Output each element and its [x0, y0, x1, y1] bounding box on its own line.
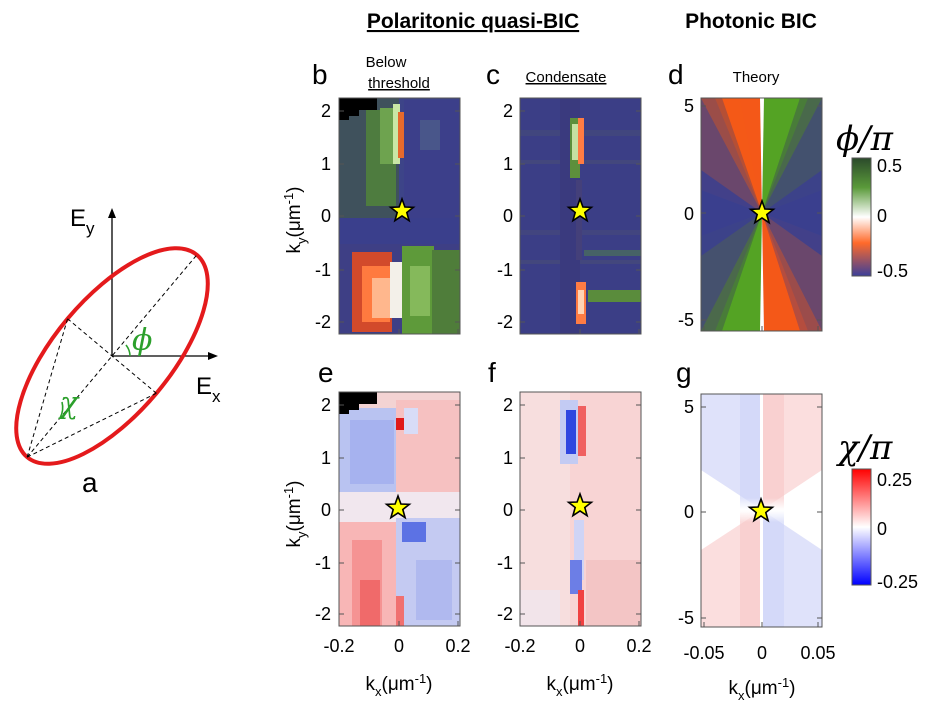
chi-line-2 — [26, 318, 69, 458]
x-ticks-panel-f: -0.2 0 0.2 — [504, 636, 651, 656]
ytick-b-0: 2 — [321, 101, 331, 121]
ytick-b-2: 0 — [321, 206, 331, 226]
x-ticks-panel-g: -0.05 0 0.05 — [683, 643, 835, 663]
polarization-ellipse-diagram: Ey Ex ϕ χ — [14, 205, 221, 466]
subtitle-condensate: Condensate — [526, 69, 607, 86]
panel-label-d: d — [668, 59, 684, 90]
star-icon — [566, 491, 594, 518]
ytick-c-4: -2 — [497, 312, 513, 332]
ky-axis-label-bottom: ky(μm-1) — [281, 481, 309, 548]
ytick-f-3: -1 — [497, 553, 513, 573]
xtick-e-1: 0 — [394, 636, 404, 656]
heatmap-chi-below-threshold — [339, 392, 460, 626]
xtick-e-2: 0.2 — [445, 636, 470, 656]
bic-star-markers — [384, 196, 776, 523]
star-icon — [566, 196, 594, 223]
y-ticks-panel-b: 2 1 0 -1 -2 — [315, 101, 331, 332]
ky-axis-label-top: ky(μm-1) — [281, 187, 309, 254]
chi-colorbar-tick-2: -0.25 — [877, 572, 918, 592]
ytick-e-4: -2 — [315, 604, 331, 624]
panel-label-a: a — [82, 467, 98, 498]
heading-photonic: Photonic BIC — [685, 10, 817, 33]
xtick-f-1: 0 — [575, 636, 585, 656]
ytick-f-4: -2 — [497, 604, 513, 624]
phi-colorbar — [851, 157, 872, 277]
phi-colorbar-tick-1: 0 — [877, 206, 887, 226]
ytick-d-2: -5 — [678, 310, 694, 330]
y-ticks-panel-d: 5 0 -5 — [678, 96, 694, 330]
ytick-c-2: 0 — [503, 206, 513, 226]
xtick-f-0: -0.2 — [504, 636, 535, 656]
panel-label-e: e — [318, 357, 334, 388]
ytick-c-0: 2 — [503, 101, 513, 121]
star-icon — [747, 496, 775, 523]
chi-colorbar — [851, 468, 872, 586]
ytick-c-3: -1 — [497, 260, 513, 280]
ytick-b-1: 1 — [321, 154, 331, 174]
xtick-g-1: 0 — [757, 643, 767, 663]
panel-label-f: f — [488, 357, 496, 388]
heatmap-phi-below-threshold — [339, 98, 460, 334]
phi-colorbar-tick-0: 0.5 — [877, 156, 902, 176]
y-ticks-panel-c: 2 1 0 -1 -2 — [497, 101, 513, 332]
ytick-c-1: 1 — [503, 154, 513, 174]
panel-label-b: b — [312, 59, 328, 90]
y-ticks-panel-e: 2 1 0 -1 -2 — [315, 395, 331, 624]
phi-symbol: ϕ — [132, 323, 152, 358]
subtitle-below: Below — [366, 54, 407, 71]
ytick-g-0: 5 — [684, 397, 694, 417]
xtick-e-0: -0.2 — [323, 636, 354, 656]
xtick-g-0: -0.05 — [683, 643, 724, 663]
xtick-g-2: 0.05 — [800, 643, 835, 663]
ey-label: Ey — [70, 205, 95, 238]
phi-arc — [125, 344, 131, 357]
star-icon — [388, 196, 416, 223]
kx-axis-label-g: kx(μm-1) — [729, 675, 796, 703]
ytick-f-1: 1 — [503, 448, 513, 468]
phi-colorbar-tick-2: -0.5 — [877, 261, 908, 281]
x-ticks-panel-e: -0.2 0 0.2 — [323, 636, 470, 656]
ey-arrow-icon — [108, 208, 116, 218]
ytick-f-2: 0 — [503, 500, 513, 520]
ytick-e-3: -1 — [315, 553, 331, 573]
panel-label-g: g — [676, 357, 692, 388]
chi-colorbar-tick-0: 0.25 — [877, 470, 912, 490]
kx-axis-label-e: kx(μm-1) — [366, 671, 433, 699]
chi-colorbar-tick-1: 0 — [877, 519, 887, 539]
y-ticks-panel-f: 2 1 0 -1 -2 — [497, 395, 513, 624]
ex-label: Ex — [196, 373, 221, 406]
chi-symbol: χ — [58, 386, 80, 421]
tick-marks — [338, 105, 822, 627]
ytick-d-0: 5 — [684, 96, 694, 116]
heading-polaritonic: Polaritonic quasi-BIC — [367, 10, 579, 33]
minor-axis-line — [67, 318, 157, 394]
y-ticks-panel-g: 5 0 -5 — [678, 397, 694, 628]
phi-colorbar-title: ϕ/π — [836, 119, 894, 159]
ytick-g-2: -5 — [678, 608, 694, 628]
major-axis-line — [26, 254, 198, 458]
ytick-b-4: -2 — [315, 312, 331, 332]
heatmap-phi-theory — [701, 98, 822, 331]
chi-arc — [59, 401, 64, 419]
subtitle-theory: Theory — [733, 69, 780, 86]
ytick-b-3: -1 — [315, 260, 331, 280]
ytick-f-0: 2 — [503, 395, 513, 415]
xtick-f-2: 0.2 — [626, 636, 651, 656]
star-icon — [748, 198, 776, 225]
chi-line-1 — [26, 392, 157, 458]
kx-axis-label-f: kx(μm-1) — [547, 671, 614, 699]
ytick-g-1: 0 — [684, 502, 694, 522]
star-icon — [384, 493, 412, 520]
ytick-d-1: 0 — [684, 204, 694, 224]
chi-colorbar-title: χ/π — [836, 428, 893, 468]
ytick-e-2: 0 — [321, 500, 331, 520]
ytick-e-0: 2 — [321, 395, 331, 415]
heatmap-chi-condensate — [520, 392, 641, 626]
subtitle-threshold: threshold — [368, 75, 430, 92]
panel-label-c: c — [486, 59, 500, 90]
ex-arrow-icon — [208, 352, 218, 360]
ytick-e-1: 1 — [321, 448, 331, 468]
